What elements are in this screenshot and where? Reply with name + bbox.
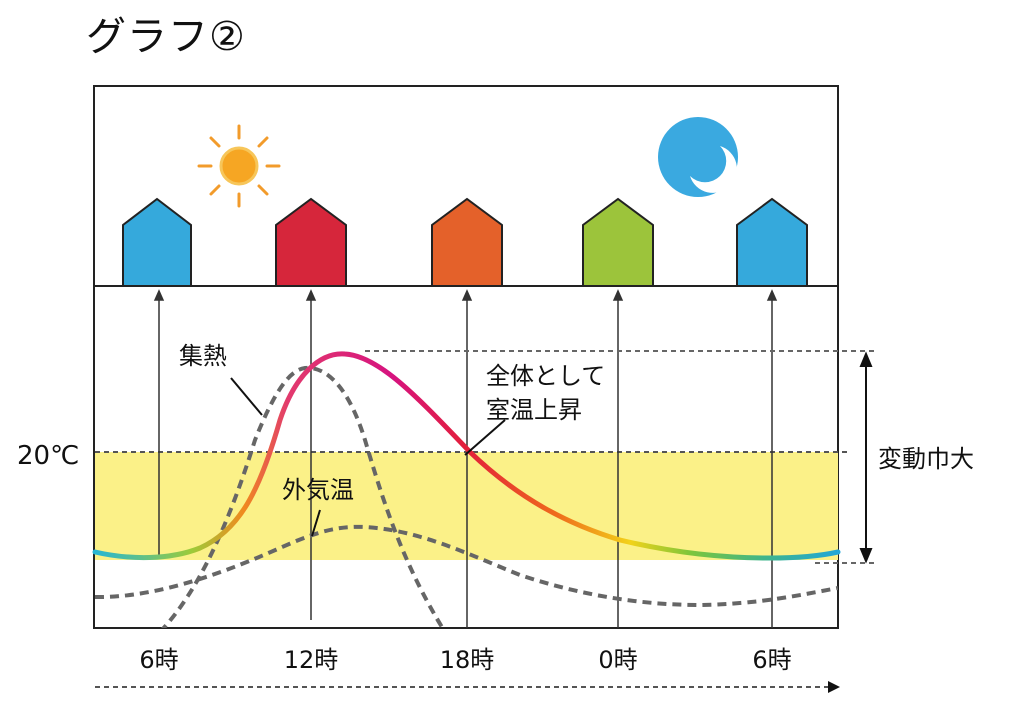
x-tick-label: 0時 [598,646,637,674]
time-direction-arrow [95,681,840,693]
house-1 [122,197,192,287]
heat-gain-curve [160,365,445,628]
time-arrows [153,289,778,628]
outdoor-temp-leader [311,509,321,537]
fluctuation-range-arrow [859,351,873,564]
outdoor-temp-label: 外気温 [282,476,354,504]
overall-rise-label-line1: 全体として [486,362,605,390]
twenty-c-label: 20℃ [17,441,79,471]
heat-gain-label: 集熱 [179,342,227,370]
room-temp-curve [92,351,841,561]
sun-icon [197,124,281,208]
crescent-moon-icon [658,117,738,197]
x-tick-label: 6時 [752,646,791,674]
heat-gain-leader [230,377,263,416]
house-3 [431,197,503,287]
overall-rise-label-line2: 室温上昇 [486,396,582,424]
overall-rise-leader [464,419,506,456]
graph-title: グラフ② [86,14,246,60]
x-tick-label: 12時 [284,646,339,674]
x-tick-label: 6時 [139,646,178,674]
outdoor-temp-curve [95,524,838,608]
house-2 [275,197,347,287]
house-4 [582,197,654,287]
fluctuation-label: 変動巾大 [878,445,974,473]
x-tick-label: 18時 [440,646,495,674]
house-5 [736,197,808,287]
